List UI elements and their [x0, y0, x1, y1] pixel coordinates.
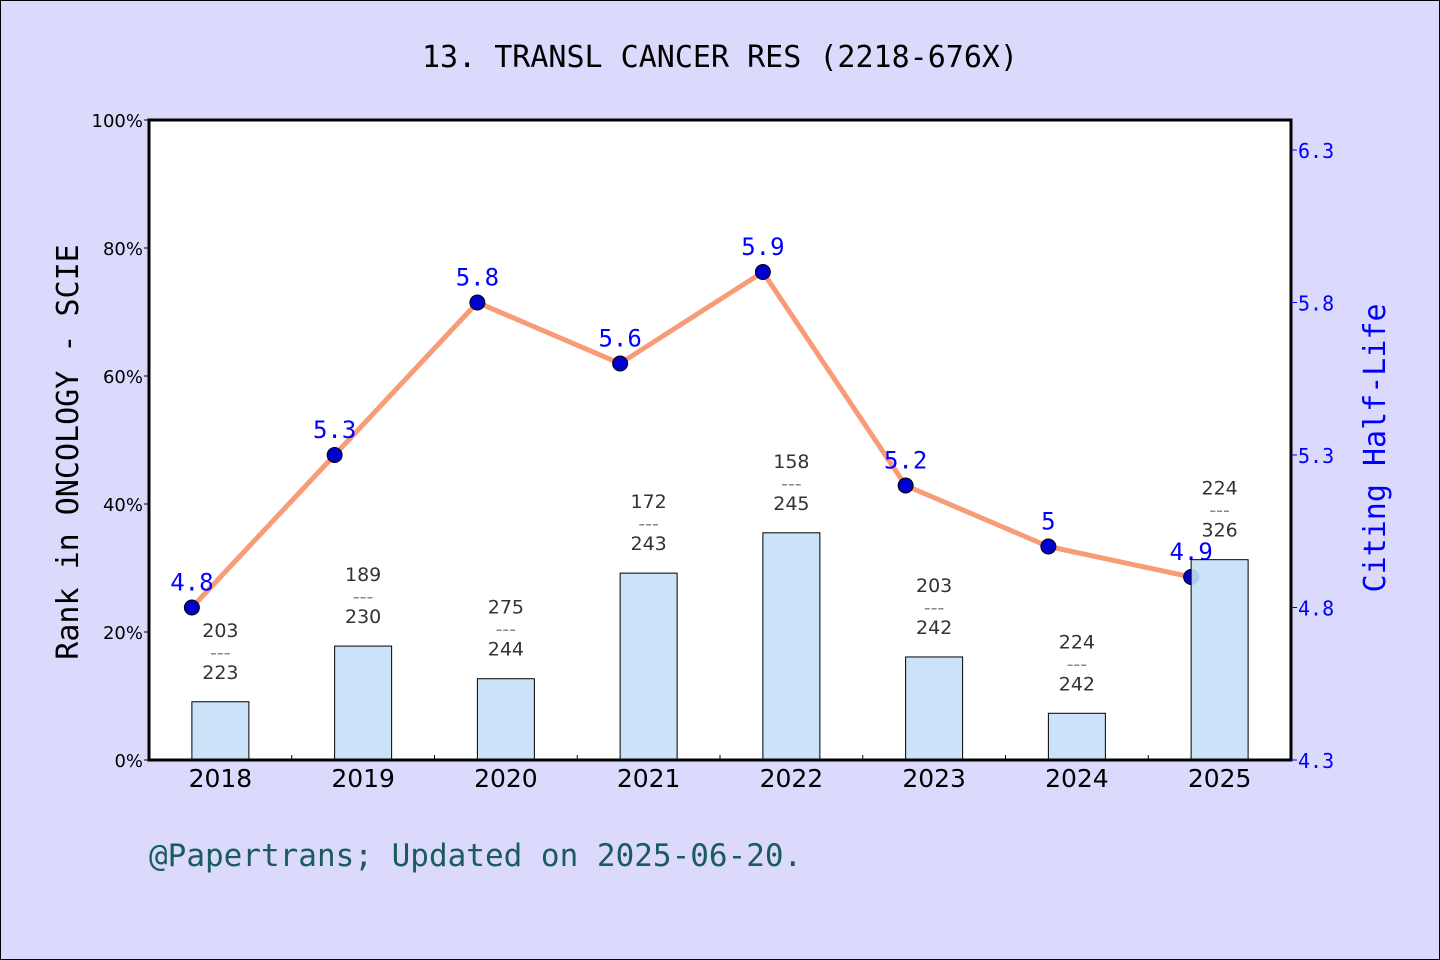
left-tick-label: 60%	[103, 367, 143, 388]
bar-label-rank: 224	[1201, 478, 1237, 500]
left-axis-label: Rank in ONCOLOGY - SCIE	[51, 244, 86, 659]
left-tick-label: 0%	[114, 751, 143, 772]
bar-label-total: 242	[1059, 673, 1095, 695]
left-tick-label: 20%	[103, 623, 143, 644]
bar-label-divider: ---	[638, 513, 659, 535]
right-tick-label: 6.3	[1298, 139, 1334, 163]
bar-label-divider: ---	[1209, 500, 1230, 522]
bar-label-rank: 224	[1059, 631, 1095, 653]
x-tick-label: 2023	[902, 764, 966, 793]
half-life-point	[754, 264, 771, 280]
half-life-point	[183, 599, 200, 616]
half-life-point	[326, 447, 343, 463]
left-tick-label: 80%	[103, 239, 143, 260]
half-life-line	[190, 268, 1192, 610]
x-tick-label: 2020	[474, 764, 538, 793]
x-tick-label: 2019	[331, 764, 395, 793]
bar-label-rank: 203	[916, 575, 952, 597]
bar-label-divider: ---	[353, 586, 374, 608]
half-life-label: 5.2	[884, 447, 927, 475]
bar-2024	[1047, 712, 1106, 761]
bar-2020	[476, 678, 535, 761]
half-life-point	[469, 294, 486, 311]
half-life-point	[1040, 538, 1057, 555]
bar-label-rank: 158	[773, 451, 809, 473]
bar-label-divider: ---	[1067, 653, 1088, 675]
bar-2021	[619, 572, 678, 761]
bar-2019	[334, 645, 393, 761]
right-tick-label: 5.8	[1298, 292, 1334, 316]
bar-2023	[905, 656, 964, 761]
bar-label-divider: ---	[496, 619, 517, 641]
bar-label-total: 245	[773, 493, 809, 515]
bar-label-divider: ---	[924, 597, 945, 619]
bar-2025	[1190, 559, 1249, 761]
bar-label-total: 326	[1201, 520, 1237, 542]
bar-label-total: 242	[916, 617, 952, 639]
half-life-label: 5	[1041, 508, 1055, 536]
bar-label-rank: 275	[488, 597, 524, 619]
x-tick-label: 2025	[1188, 764, 1252, 793]
bar-label-total: 243	[630, 533, 666, 555]
bar-label-rank: 189	[345, 564, 381, 586]
half-life-point	[612, 355, 629, 372]
bar-label-total: 223	[202, 662, 238, 684]
right-tick-label: 4.8	[1298, 597, 1334, 621]
right-axis-label: Citing Half-Life	[1358, 304, 1393, 593]
right-tick-label: 5.3	[1298, 444, 1334, 468]
bar-2018	[191, 701, 250, 761]
half-life-label: 4.8	[170, 569, 213, 597]
half-life-label: 5.8	[456, 264, 499, 292]
bar-label-total: 244	[488, 639, 524, 661]
x-tick-label: 2021	[617, 764, 681, 793]
half-life-label: 5.3	[313, 416, 356, 444]
x-tick-label: 2022	[760, 764, 824, 793]
chart-title: 13. TRANSL CANCER RES (2218-676X)	[422, 40, 1018, 75]
bar-label-divider: ---	[781, 473, 802, 495]
footer-text: @Papertrans; Updated on 2025-06-20.	[149, 838, 802, 874]
left-tick-label: 100%	[92, 111, 143, 132]
half-life-label: 5.9	[741, 233, 784, 261]
x-tick-label: 2024	[1045, 764, 1109, 793]
half-life-point	[897, 477, 914, 494]
bar-label-rank: 172	[630, 491, 666, 513]
bar-2022	[762, 532, 821, 761]
half-life-label: 5.6	[598, 325, 641, 353]
x-tick-label: 2018	[189, 764, 253, 793]
bar-label-rank: 203	[202, 620, 238, 642]
left-tick-label: 40%	[103, 495, 143, 516]
bar-label-total: 230	[345, 606, 381, 628]
right-tick-label: 4.3	[1298, 749, 1334, 773]
bar-label-divider: ---	[210, 642, 231, 664]
